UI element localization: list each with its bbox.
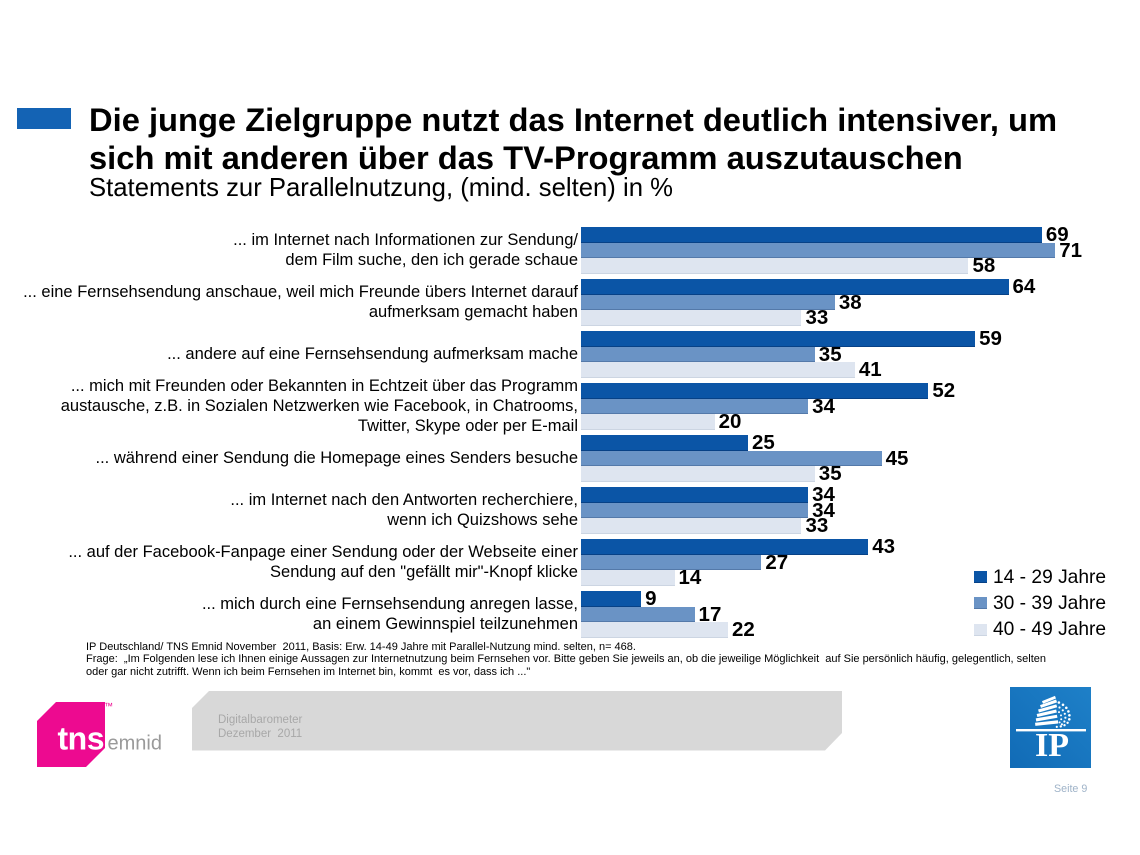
svg-text:Digitalbarometer: Digitalbarometer <box>218 714 303 726</box>
svg-text:™: ™ <box>104 701 113 711</box>
svg-text:IP: IP <box>1035 727 1069 764</box>
svg-text:Dezember 2011: Dezember 2011 <box>218 728 302 740</box>
svg-text:tns: tns <box>58 721 105 757</box>
svg-text:Seite 9: Seite 9 <box>1054 783 1087 795</box>
svg-text:emnid: emnid <box>108 733 162 755</box>
